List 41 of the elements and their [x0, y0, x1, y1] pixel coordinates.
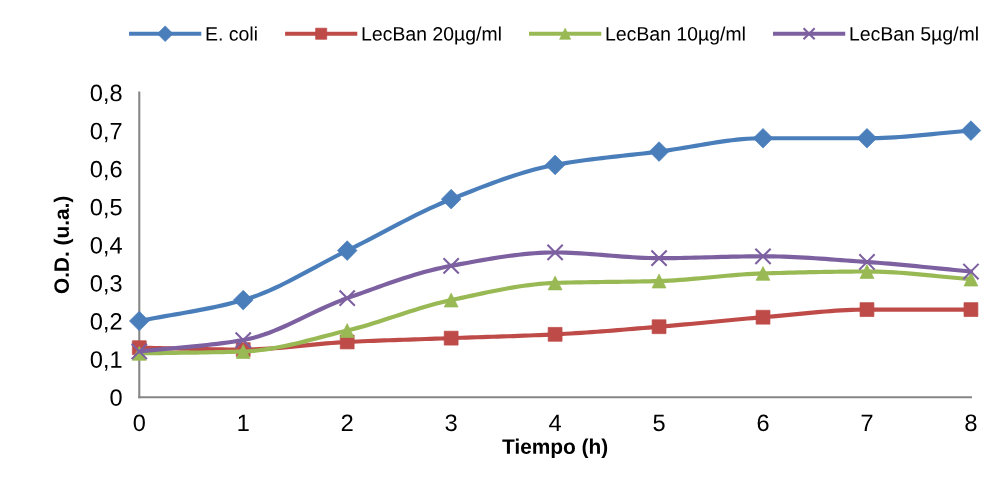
- x-tick-label: 2: [341, 414, 353, 431]
- x-tick-label: 7: [861, 414, 873, 431]
- y-tick-label: 0,5: [90, 198, 122, 219]
- legend-label: E. coli: [206, 26, 257, 41]
- y-tick-label: 0,6: [90, 160, 122, 181]
- x-tick-label: 4: [549, 414, 561, 431]
- y-axis-title: O.D. (u.a.): [53, 196, 74, 294]
- point: [650, 249, 668, 267]
- y-tick-label: 0,4: [90, 236, 122, 257]
- x-tick-label: 6: [757, 414, 769, 432]
- x-tick-label: 5: [653, 414, 665, 432]
- point: [754, 247, 772, 265]
- point: [858, 253, 876, 271]
- y-tick-label: 0,3: [90, 275, 122, 295]
- x-tick-label: 8: [965, 414, 977, 432]
- y-tick-label: 0: [110, 389, 122, 406]
- point: [856, 128, 878, 149]
- x-tick-label: 3: [445, 414, 457, 432]
- point: [960, 120, 982, 141]
- legend-label: LecBan 20µg/ml: [362, 26, 501, 45]
- point: [337, 240, 358, 261]
- point: [440, 188, 462, 210]
- point: [442, 257, 460, 275]
- point: [546, 243, 564, 262]
- point: [130, 342, 148, 361]
- point: [234, 331, 252, 349]
- y-tick-label: 0,8: [90, 84, 122, 105]
- point: [755, 309, 771, 325]
- y-tick-label: 0,1: [90, 351, 122, 371]
- point: [962, 262, 980, 281]
- x-tick-label: 1: [238, 414, 249, 431]
- point: [547, 327, 563, 342]
- point: [338, 289, 356, 307]
- legend-label: LecBan 10µg/ml: [606, 26, 745, 45]
- y-tick-label: 0,2: [90, 313, 122, 333]
- x-axis-title: Tiempo (h): [502, 438, 608, 459]
- point: [752, 128, 774, 149]
- x-tick-label: 0: [133, 414, 145, 432]
- legend-label: LecBan 5µg/ml: [850, 26, 978, 45]
- point: [233, 289, 254, 311]
- y-tick-label: 0,7: [90, 122, 122, 143]
